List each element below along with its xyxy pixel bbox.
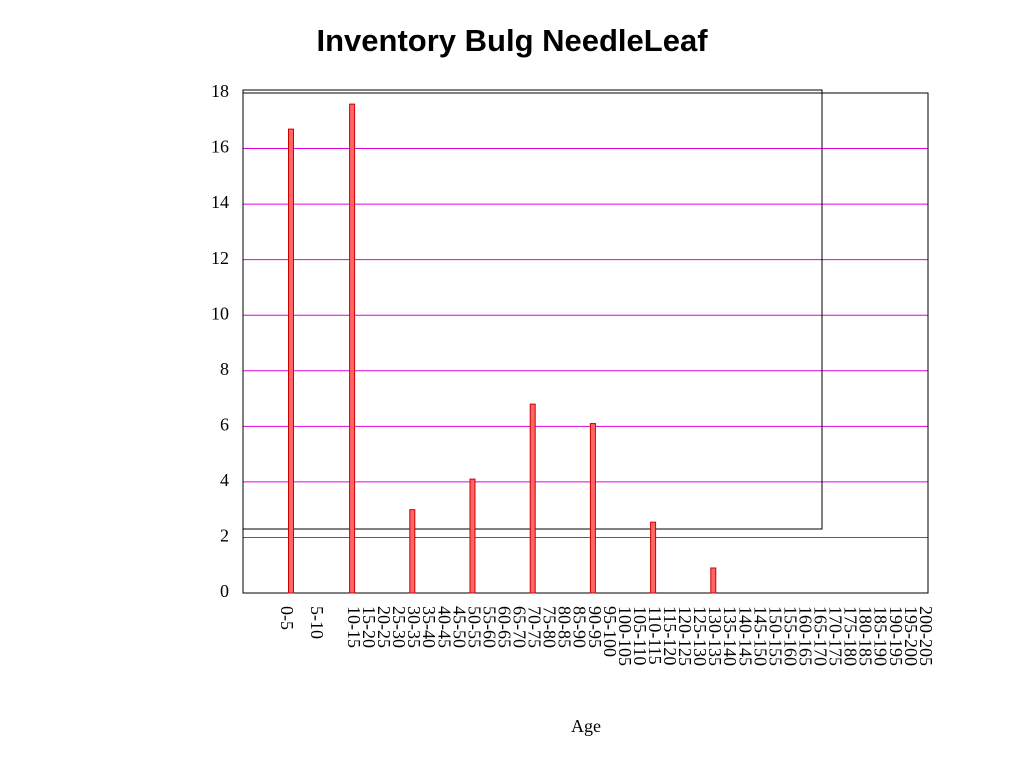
x-tick-label: 125-130 bbox=[690, 606, 710, 666]
x-axis-label: Age bbox=[571, 716, 601, 736]
x-tick-label: 70-75 bbox=[525, 606, 545, 648]
x-tick-label: 65-70 bbox=[510, 606, 530, 648]
x-tick-label: 25-30 bbox=[389, 606, 409, 648]
x-tick-label: 0-5 bbox=[277, 606, 297, 630]
bar bbox=[650, 521, 657, 594]
x-tick-label: 135-140 bbox=[720, 606, 740, 666]
x-tick-label: 160-165 bbox=[795, 606, 815, 666]
x-tick-label: 130-135 bbox=[705, 606, 725, 666]
x-tick-label: 10-15 bbox=[344, 606, 364, 648]
x-tick-label: 180-185 bbox=[856, 606, 876, 666]
x-tick-label: 40-45 bbox=[434, 606, 454, 648]
y-tick-label: 4 bbox=[220, 470, 229, 490]
x-tick-label: 60-65 bbox=[494, 606, 514, 648]
y-tick-label: 18 bbox=[211, 81, 229, 101]
x-tick-label: 195-200 bbox=[901, 606, 921, 666]
y-tick-label: 16 bbox=[211, 137, 229, 157]
bar bbox=[529, 403, 536, 594]
y-tick-label: 10 bbox=[211, 303, 229, 323]
x-tick-label: 115-120 bbox=[660, 606, 680, 665]
x-tick-label: 75-80 bbox=[540, 606, 560, 648]
chart-title: Inventory Bulg NeedleLeaf bbox=[316, 23, 708, 58]
bar bbox=[710, 567, 717, 594]
bar bbox=[349, 103, 356, 594]
plot-frame bbox=[242, 92, 929, 594]
y-tick-label: 6 bbox=[220, 414, 229, 434]
x-tick-label: 50-55 bbox=[464, 606, 484, 648]
x-tick-label: 140-145 bbox=[735, 606, 755, 666]
x-tick-label: 85-90 bbox=[570, 606, 590, 648]
y-tick-label: 8 bbox=[220, 359, 229, 379]
x-tick-label: 5-10 bbox=[307, 606, 327, 639]
x-tick-label: 155-160 bbox=[780, 606, 800, 666]
x-tick-label: 145-150 bbox=[750, 606, 770, 666]
marks: 0-5 5-10 10-1515-2020-2525-3030-3535-4040-… bbox=[277, 103, 936, 666]
x-tick-label: 150-155 bbox=[765, 606, 785, 666]
x-tick-label: 165-170 bbox=[811, 606, 831, 666]
x-tick-label: 55-60 bbox=[479, 606, 499, 648]
x-tick-label: 15-20 bbox=[359, 606, 379, 648]
x-tick-label: 100-105 bbox=[615, 606, 635, 666]
bar bbox=[469, 478, 476, 594]
bar bbox=[589, 423, 596, 594]
x-tick-label: 45-50 bbox=[449, 606, 469, 648]
x-tick-label: 95-100 bbox=[600, 606, 620, 657]
x-tick-label: 110-115 bbox=[645, 606, 665, 665]
bar bbox=[288, 128, 294, 594]
y-tick-label: 12 bbox=[211, 248, 229, 268]
x-tick-label: 30-35 bbox=[404, 606, 424, 648]
y-tick-label: 0 bbox=[220, 581, 229, 601]
x-tick-label: 120-125 bbox=[675, 606, 695, 666]
x-tick-label: 35-40 bbox=[419, 606, 439, 648]
x-tick-label: 80-85 bbox=[555, 606, 575, 648]
x-tick-label: 20-25 bbox=[374, 606, 394, 648]
bar bbox=[409, 509, 416, 594]
x-tick-label: 170-175 bbox=[826, 606, 846, 666]
y-tick-label: 14 bbox=[211, 192, 229, 212]
x-tick-label: 200-205 bbox=[916, 606, 936, 666]
x-tick-label: 105-110 bbox=[630, 606, 650, 665]
x-tick-label: 190-195 bbox=[886, 606, 906, 666]
x-tick-label: 90-95 bbox=[585, 606, 605, 648]
x-tick-label: 175-180 bbox=[841, 606, 861, 666]
grid: 0 2 4 6 8 10 12 14 16 18 bbox=[211, 81, 928, 601]
x-tick-label: 185-190 bbox=[871, 606, 891, 666]
y-tick-label: 2 bbox=[220, 526, 229, 546]
